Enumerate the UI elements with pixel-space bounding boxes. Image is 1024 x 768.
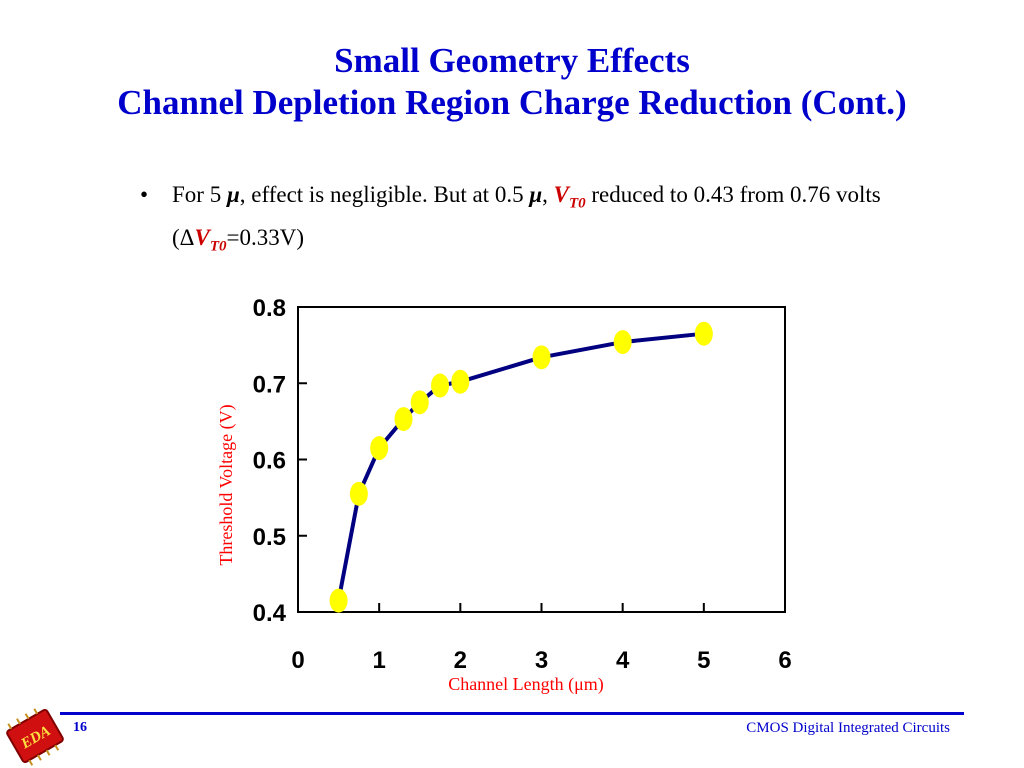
bullet-dot: •: [140, 182, 149, 207]
x-tick-label: 2: [454, 647, 467, 674]
title-line-2: Channel Depletion Region Charge Reductio…: [117, 83, 907, 122]
y-tick-label: 0.6: [253, 448, 286, 475]
data-point: [329, 588, 348, 613]
vt0-symbol: VT0: [194, 224, 227, 255]
x-tick-label: 1: [372, 647, 385, 674]
x-axis-label: Channel Length (μm): [448, 674, 604, 695]
data-point: [410, 390, 429, 415]
threshold-curve: [336, 331, 705, 601]
bullet-text-part: , effect is negligible. But at 0.5: [239, 182, 530, 207]
y-tick-label: 0.4: [253, 600, 287, 627]
data-point: [532, 345, 551, 370]
eda-logo: EDA: [6, 708, 64, 766]
bullet-text-part: ,: [542, 182, 554, 207]
bullet-text-part: =0.33V): [226, 224, 304, 250]
x-tick-label: 5: [697, 647, 710, 674]
data-point: [431, 373, 450, 398]
data-point: [694, 321, 713, 346]
slide-title: Small Geometry Effects Channel Depletion…: [0, 40, 1024, 124]
x-tick-label: 6: [778, 647, 791, 674]
data-point: [349, 481, 368, 506]
y-tick-label: 0.8: [253, 295, 286, 322]
x-tick-label: 4: [616, 647, 630, 674]
data-point: [394, 407, 413, 432]
y-tick-label: 0.5: [253, 524, 286, 551]
footer-course-title: CMOS Digital Integrated Circuits: [746, 720, 950, 736]
footer-divider: [60, 712, 964, 715]
mu-symbol: μ: [226, 182, 240, 207]
x-tick-label: 3: [535, 647, 548, 674]
y-tick-label: 0.7: [253, 371, 286, 398]
page-number: 16: [73, 720, 87, 735]
title-line-1: Small Geometry Effects: [334, 41, 690, 80]
x-tick-label: 0: [291, 647, 304, 674]
delta-symbol: Δ: [179, 224, 195, 250]
threshold-voltage-chart: 0.4 0.5 0.6 0.7 0.8 0 1 2 3 4 5 6 Threshold Voltage…: [216, 295, 792, 695]
mu-symbol: μ: [529, 182, 543, 207]
data-point: [613, 330, 632, 355]
vt0-symbol: VT0: [553, 182, 586, 212]
data-point: [451, 369, 470, 394]
y-axis-label: Threshold Voltage (V): [216, 404, 237, 565]
bullet-text: For 5 μ, effect is negligible. But at 0.…: [172, 178, 962, 263]
bullet-text-part: reduced to 0.43 from 0.76 volts (: [172, 182, 881, 250]
data-point: [370, 436, 389, 461]
bullet-text-part: For 5: [172, 182, 227, 207]
